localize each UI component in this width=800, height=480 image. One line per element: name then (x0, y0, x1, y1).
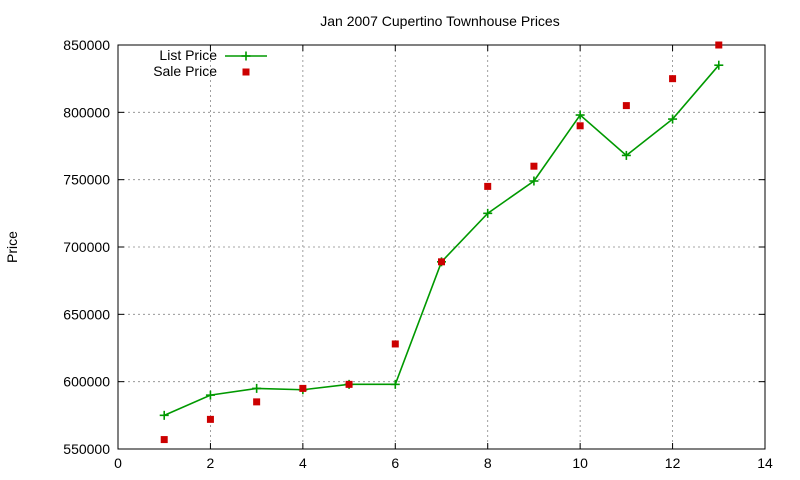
legend: List Price Sale Price (153, 47, 267, 79)
sale-price-point (484, 182, 492, 190)
legend-label-list-price: List Price (159, 47, 217, 63)
list-price-point (390, 379, 400, 389)
sale-price-point (391, 340, 399, 348)
list-price-point (575, 110, 585, 120)
x-tick-label: 8 (484, 455, 492, 471)
axis-ticks: 0 2 4 6 8 10 12 14 550000 600000 650000 700000 75000… (63, 37, 773, 471)
list-price-point (714, 60, 724, 70)
sale-price-point (345, 380, 353, 388)
y-tick-label: 750000 (63, 172, 110, 188)
plot-frame (117, 44, 766, 450)
x-tick-label: 14 (757, 455, 773, 471)
list-price-point (205, 390, 215, 400)
list-price-point (529, 176, 539, 186)
sale-price-point (206, 415, 214, 423)
y-tick-label: 700000 (63, 239, 110, 255)
series-layer (159, 41, 724, 444)
y-tick-label: 850000 (63, 37, 110, 53)
sale-price-point (576, 122, 584, 130)
y-tick-label: 650000 (63, 306, 110, 322)
sale-price-point (715, 41, 723, 49)
sale-price-point (253, 398, 261, 406)
sale-price-point (160, 436, 168, 444)
sale-price-point (299, 384, 307, 392)
list-price-line (163, 64, 720, 417)
x-tick-label: 10 (572, 455, 588, 471)
sale-price-point (669, 75, 677, 83)
x-tick-label: 4 (299, 455, 307, 471)
x-tick-label: 12 (665, 455, 681, 471)
list-price-point (483, 208, 493, 218)
y-tick-label: 550000 (63, 441, 110, 457)
list-price-point (668, 114, 678, 124)
list-price-point (159, 410, 169, 420)
chart-title: Jan 2007 Cupertino Townhouse Prices (320, 13, 559, 29)
legend-label-sale-price: Sale Price (153, 63, 217, 79)
list-price-point (621, 150, 631, 160)
legend-marker-sale-price (242, 68, 250, 76)
y-tick-label: 600000 (63, 374, 110, 390)
sale-price-point (622, 102, 630, 110)
y-axis-label: Price (4, 231, 20, 263)
sale-price-point (530, 162, 538, 170)
sale-price-point (438, 258, 445, 266)
x-tick-label: 0 (114, 455, 122, 471)
x-tick-label: 6 (391, 455, 399, 471)
y-tick-label: 800000 (63, 104, 110, 120)
grid-lines (118, 45, 765, 449)
list-price-point (252, 383, 262, 393)
x-tick-label: 2 (207, 455, 215, 471)
legend-marker-list-price (241, 51, 251, 61)
